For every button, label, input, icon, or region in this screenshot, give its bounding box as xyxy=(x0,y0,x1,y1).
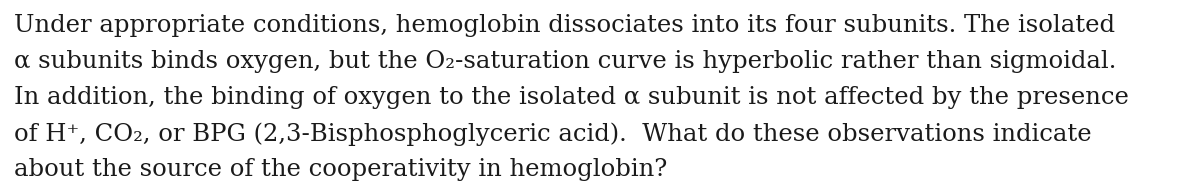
Text: α subunits binds oxygen, but the O₂-saturation curve is hyperbolic rather than s: α subunits binds oxygen, but the O₂-satu… xyxy=(14,50,1116,73)
Text: Under appropriate conditions, hemoglobin dissociates into its four subunits. The: Under appropriate conditions, hemoglobin… xyxy=(14,14,1115,37)
Text: of H⁺, CO₂, or BPG (2,3-Bisphosphoglyceric acid).  What do these observations in: of H⁺, CO₂, or BPG (2,3-Bisphosphoglycer… xyxy=(14,122,1092,146)
Text: about the source of the cooperativity in hemoglobin?: about the source of the cooperativity in… xyxy=(14,158,667,181)
Text: In addition, the binding of oxygen to the isolated α subunit is not affected by : In addition, the binding of oxygen to th… xyxy=(14,86,1129,109)
